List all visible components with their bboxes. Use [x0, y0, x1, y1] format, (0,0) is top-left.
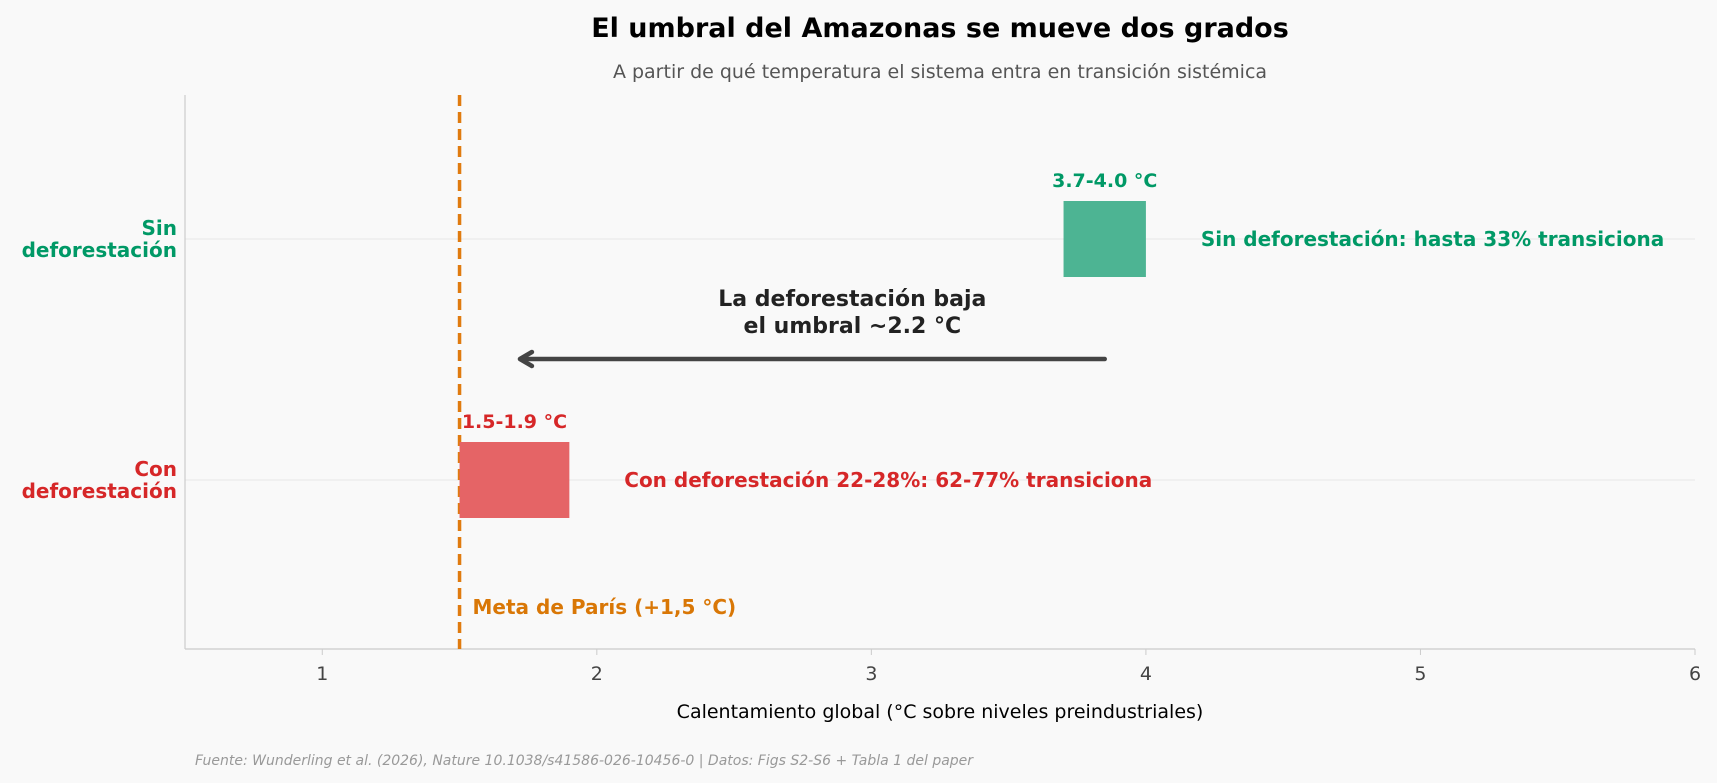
x-tick-label: 4	[1140, 663, 1152, 685]
y-category-label: deforestación	[22, 479, 177, 503]
x-tick-label: 5	[1414, 663, 1426, 685]
y-category-label: Con	[134, 457, 177, 481]
chart-marks: 3.7-4.0 °C Sin deforestación: hasta 33% t…	[457, 95, 1664, 649]
paris-goal-label: Meta de París (+1,5 °C)	[473, 595, 737, 619]
side-label-con: Con deforestación 22-28%: 62-77% transic…	[624, 468, 1152, 492]
chart-title: El umbral del Amazonas se mueve dos grad…	[591, 13, 1289, 44]
y-category-label: Sin	[142, 216, 178, 240]
x-tick-label: 6	[1689, 663, 1701, 685]
arrow-head	[517, 349, 535, 369]
arrow-annotation-text: el umbral ~2.2 °C	[744, 314, 962, 339]
x-axis-label: Calentamiento global (°C sobre niveles p…	[677, 701, 1204, 723]
arrow-annotation-text: La deforestación baja	[718, 287, 986, 312]
x-tick-label: 3	[865, 663, 877, 685]
chart-subtitle: A partir de qué temperatura el sistema e…	[613, 61, 1267, 83]
source-note: Fuente: Wunderling et al. (2026), Nature…	[195, 753, 974, 769]
range-label-sin: 3.7-4.0 °C	[1052, 170, 1157, 192]
x-tick-label: 1	[316, 663, 328, 685]
grid-lines	[185, 238, 1695, 481]
range-bar-sin	[1063, 201, 1146, 277]
side-label-sin: Sin deforestación: hasta 33% transiciona	[1201, 227, 1664, 251]
range-bar-con	[459, 442, 570, 518]
x-tick-label: 2	[591, 663, 603, 685]
range-label-con: 1.5-1.9 °C	[462, 411, 567, 433]
y-category-label: deforestación	[22, 238, 177, 262]
annotations: Meta de París (+1,5 °C) La deforestación …	[473, 287, 1107, 619]
